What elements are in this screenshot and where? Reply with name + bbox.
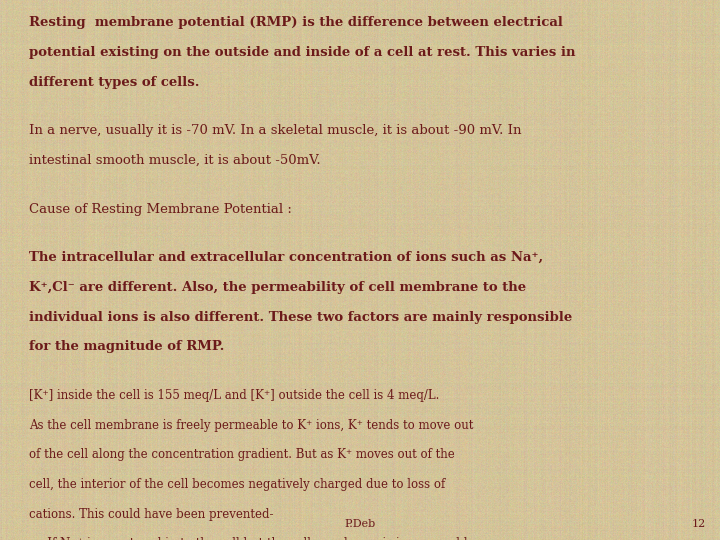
Text: individual ions is also different. These two factors are mainly responsible: individual ions is also different. These… <box>29 310 572 323</box>
Text: cations. This could have been prevented-: cations. This could have been prevented- <box>29 508 274 521</box>
Text: of the cell along the concentration gradient. But as K⁺ moves out of the: of the cell along the concentration grad… <box>29 448 454 461</box>
Text: Cause of Resting Membrane Potential :: Cause of Resting Membrane Potential : <box>29 202 292 215</box>
Text: P.Deb: P.Deb <box>344 519 376 529</box>
Text: 12: 12 <box>691 519 706 529</box>
Text: potential existing on the outside and inside of a cell at rest. This varies in: potential existing on the outside and in… <box>29 46 575 59</box>
Text: In a nerve, usually it is -70 mV. In a skeletal muscle, it is about -90 mV. In: In a nerve, usually it is -70 mV. In a s… <box>29 124 521 137</box>
Text: [K⁺] inside the cell is 155 meq/L and [K⁺] outside the cell is 4 meq/L.: [K⁺] inside the cell is 155 meq/L and [K… <box>29 389 439 402</box>
Text: different types of cells.: different types of cells. <box>29 76 199 89</box>
Text: Resting  membrane potential (RMP) is the difference between electrical: Resting membrane potential (RMP) is the … <box>29 16 562 29</box>
Text: for the magnitude of RMP.: for the magnitude of RMP. <box>29 340 224 353</box>
Text: The intracellular and extracellular concentration of ions such as Na⁺,: The intracellular and extracellular conc… <box>29 251 543 264</box>
Text: As the cell membrane is freely permeable to K⁺ ions, K⁺ tends to move out: As the cell membrane is freely permeable… <box>29 418 473 431</box>
Text: a.  If Na⁺ ions entered in to the cell but the cell membrane is impermeable: a. If Na⁺ ions entered in to the cell bu… <box>29 537 474 540</box>
Text: intestinal smooth muscle, it is about -50mV.: intestinal smooth muscle, it is about -5… <box>29 154 320 167</box>
Text: K⁺,Cl⁻ are different. Also, the permeability of cell membrane to the: K⁺,Cl⁻ are different. Also, the permeabi… <box>29 281 526 294</box>
Text: cell, the interior of the cell becomes negatively charged due to loss of: cell, the interior of the cell becomes n… <box>29 478 445 491</box>
